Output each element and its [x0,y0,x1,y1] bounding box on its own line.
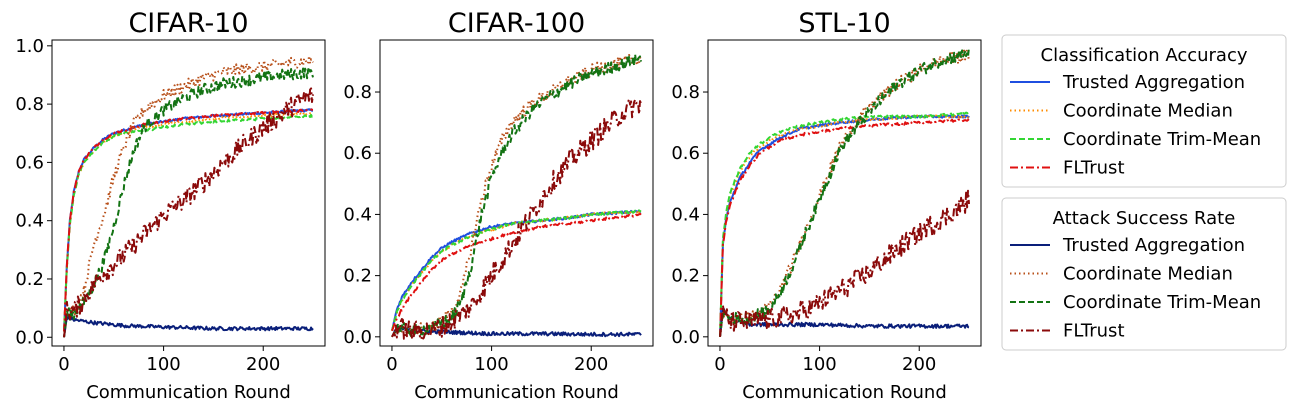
y-tick-label: 0.4 [343,204,372,225]
legend-label: Coordinate Median [1063,101,1233,122]
series-group [391,53,642,342]
y-tick-label: 0.8 [15,94,44,115]
legend-classification-accuracy: Classification Accuracy Trusted Aggregati… [1001,34,1287,188]
x-tick-label: 0 [714,354,725,375]
series-classification-accuracy-coordinate-median [63,111,314,332]
x-tick-label: 200 [902,354,936,375]
x-axis-label: Communication Round [86,382,291,403]
series-attack-success-rate-fltrust [719,189,970,337]
y-tick-label: 1.0 [15,36,44,57]
y-tick-label: 0.6 [671,143,700,164]
legend-label: FLTrust [1063,158,1125,179]
plot-frame [51,39,326,347]
legend-attack-success-rate: Attack Success Rate Trusted Aggregation Co… [1001,197,1287,351]
plot-frame [379,39,654,347]
x-tick-label: 100 [146,354,180,375]
series-classification-accuracy-coordinate-trim-mean [719,111,970,337]
y-tick-label: 0.4 [15,211,44,232]
legend-label: Trusted Aggregation [1062,235,1245,256]
y-tick-label: 0.2 [671,266,700,287]
plot-frame [707,39,982,347]
legend-frame [1001,197,1287,351]
x-tick-label: 0 [58,354,69,375]
y-tick-label: 0.6 [343,143,372,164]
y-tick-label: 0.0 [343,327,372,348]
x-axis-label: Communication Round [414,382,619,403]
legend-label: Coordinate Median [1063,264,1233,285]
series-attack-success-rate-coordinate-median [391,54,642,338]
series-attack-success-rate-fltrust [63,87,314,338]
y-tick-label: 0.2 [343,266,372,287]
chart-title: STL-10 [798,8,890,39]
series-attack-success-rate-coordinate-trim-mean [391,53,642,338]
series-classification-accuracy-trusted-aggregation [63,108,314,332]
legend-title: Attack Success Rate [1053,208,1236,229]
series-attack-success-rate-trusted-aggregation [63,315,314,338]
legend-label: Trusted Aggregation [1062,72,1245,93]
legend-label: Coordinate Trim-Mean [1063,129,1261,150]
legend-label: Coordinate Trim-Mean [1063,292,1261,313]
legend-frame [1001,34,1287,188]
y-tick-label: 0.4 [671,204,700,225]
chart-panel-1: 0 100 200 0.0 0.2 0.4 0.6 0.8 1.0 CIFAR-10 Communi… [15,8,326,403]
series-attack-success-rate-fltrust [391,98,642,342]
series-classification-accuracy-coordinate-median [391,209,642,331]
series-classification-accuracy-coordinate-trim-mean [391,209,642,331]
y-tick-label: 0.2 [15,269,44,290]
y-tick-label: 0.0 [15,327,44,348]
chart-panel-2: 0 100 200 0.0 0.2 0.4 0.6 0.8 CIFAR-100 Communica… [343,8,654,403]
y-tick-label: 0.6 [15,152,44,173]
x-tick-label: 0 [386,354,397,375]
series-classification-accuracy-fltrust [391,212,642,332]
chart-title: CIFAR-10 [128,8,248,39]
legend-title: Classification Accuracy [1041,45,1248,66]
x-tick-label: 200 [246,354,280,375]
series-group [63,54,314,338]
y-tick-label: 0.8 [671,82,700,103]
y-tick-label: 0.8 [343,82,372,103]
x-axis-label: Communication Round [742,382,947,403]
series-attack-success-rate-coordinate-trim-mean [719,46,970,337]
chart-title: CIFAR-100 [448,8,585,39]
series-classification-accuracy-fltrust [63,108,313,332]
x-tick-label: 100 [802,354,836,375]
x-tick-label: 200 [574,354,608,375]
series-attack-success-rate-trusted-aggregation [391,324,642,338]
legend-label: FLTrust [1063,321,1125,342]
series-attack-success-rate-coordinate-median [63,54,314,338]
series-classification-accuracy-coordinate-trim-mean [63,113,314,332]
chart-panel-3: 0 100 200 0.0 0.2 0.4 0.6 0.8 STL-10 Communicatio… [671,8,982,403]
series-group [719,46,970,337]
y-tick-label: 0.0 [671,327,700,348]
x-tick-label: 100 [474,354,508,375]
series-attack-success-rate-coordinate-trim-mean [63,66,314,338]
series-classification-accuracy-fltrust [719,118,970,337]
series-classification-accuracy-trusted-aggregation [391,209,642,331]
